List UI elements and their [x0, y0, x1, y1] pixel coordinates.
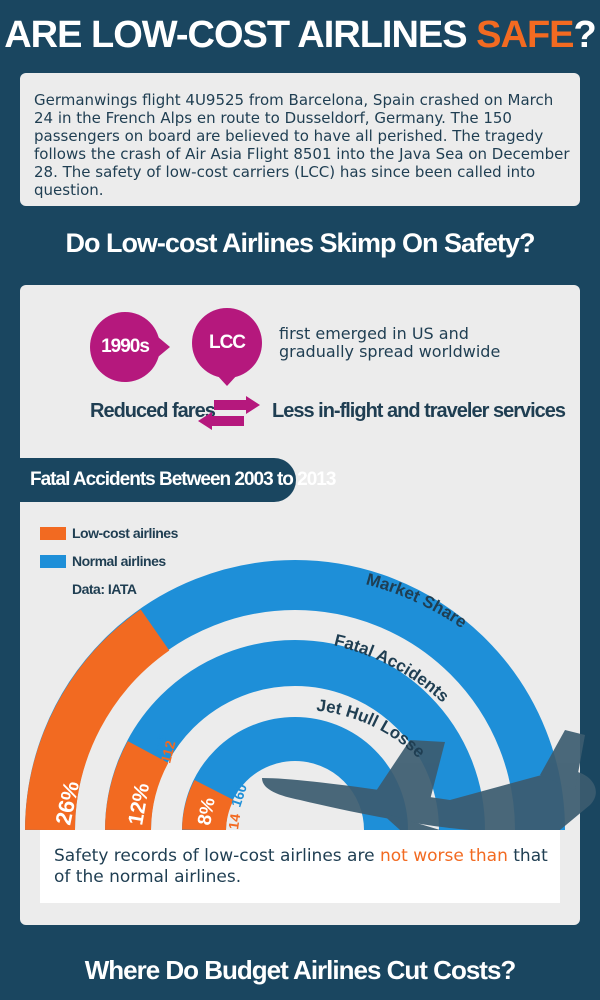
- chart-source: Data: IATA: [72, 581, 137, 597]
- tagline-line-1: first emerged in US and: [279, 324, 469, 343]
- chart-title: Fatal Accidents Between 2003 to 2013: [30, 469, 336, 490]
- legend-label-low-cost: Low-cost airlines: [72, 525, 178, 541]
- title-question-mark: ?: [573, 14, 597, 56]
- ring-market-share-normal-right: [294, 560, 565, 831]
- ring-jet-hull-low-cost: [182, 779, 234, 832]
- ring-market-share-low-cost: [25, 609, 170, 831]
- bubble-pointer-icon: [158, 337, 170, 357]
- bubble-pointer-icon: [216, 374, 238, 386]
- intro-text: Germanwings flight 4U9525 from Barcelona…: [34, 91, 570, 199]
- reduced-fares-label: Reduced fares: [90, 400, 216, 422]
- lcc-tagline: first emerged in US and gradually spread…: [279, 325, 500, 361]
- legend-label-normal: Normal airlines: [72, 553, 166, 569]
- pct-label-jet-hull: 8%: [194, 796, 219, 827]
- section-title-costs: Where Do Budget Airlines Cut Costs?: [84, 955, 517, 985]
- conclusion-callout: Safety records of low-cost airlines are …: [40, 830, 560, 903]
- legend-swatch-normal: [40, 555, 66, 568]
- bubble-1990s: 1990s: [90, 312, 160, 382]
- bubble-lcc: LCC: [192, 308, 262, 378]
- count-label-jet-hull-normal: 160: [228, 782, 251, 809]
- intro-card: Germanwings flight 4U9525 from Barcelona…: [20, 73, 580, 206]
- conclusion-text: Safety records of low-cost airlines are …: [54, 846, 550, 888]
- legend-swatch-low-cost: [40, 527, 66, 540]
- chart-banner: Fatal Accidents Between 2003 to 2013: [0, 458, 336, 502]
- title-text: ARE LOW-COST AIRLINES: [4, 14, 477, 56]
- conclusion-highlight: not worse than: [379, 846, 508, 866]
- less-services-label: Less in-flight and traveler services: [272, 400, 566, 422]
- count-label-fatal-accidents-normal: 818: [149, 732, 172, 759]
- page-title: ARE LOW-COST AIRLINES SAFE?: [0, 14, 600, 57]
- exchange-arrows-icon: [198, 396, 260, 430]
- conclusion-text-part2: that of the normal airlines.: [54, 846, 548, 887]
- count-label-fatal-accidents-low-cost: 112: [157, 739, 178, 765]
- airplane-icon: [262, 730, 596, 830]
- section-title-safety: Do Low-cost Airlines Skimp On Safety?: [65, 228, 535, 258]
- ring-jet-hull-normal: [182, 717, 408, 831]
- count-label-jet-hull-low-cost: 14: [225, 813, 243, 831]
- tagline-line-2: gradually spread worldwide: [279, 342, 501, 361]
- title-highlight: SAFE: [476, 14, 574, 56]
- conclusion-text-part1: Safety records of low-cost airlines are: [54, 846, 380, 866]
- ring-fatal-accidents-low-cost: [105, 741, 169, 831]
